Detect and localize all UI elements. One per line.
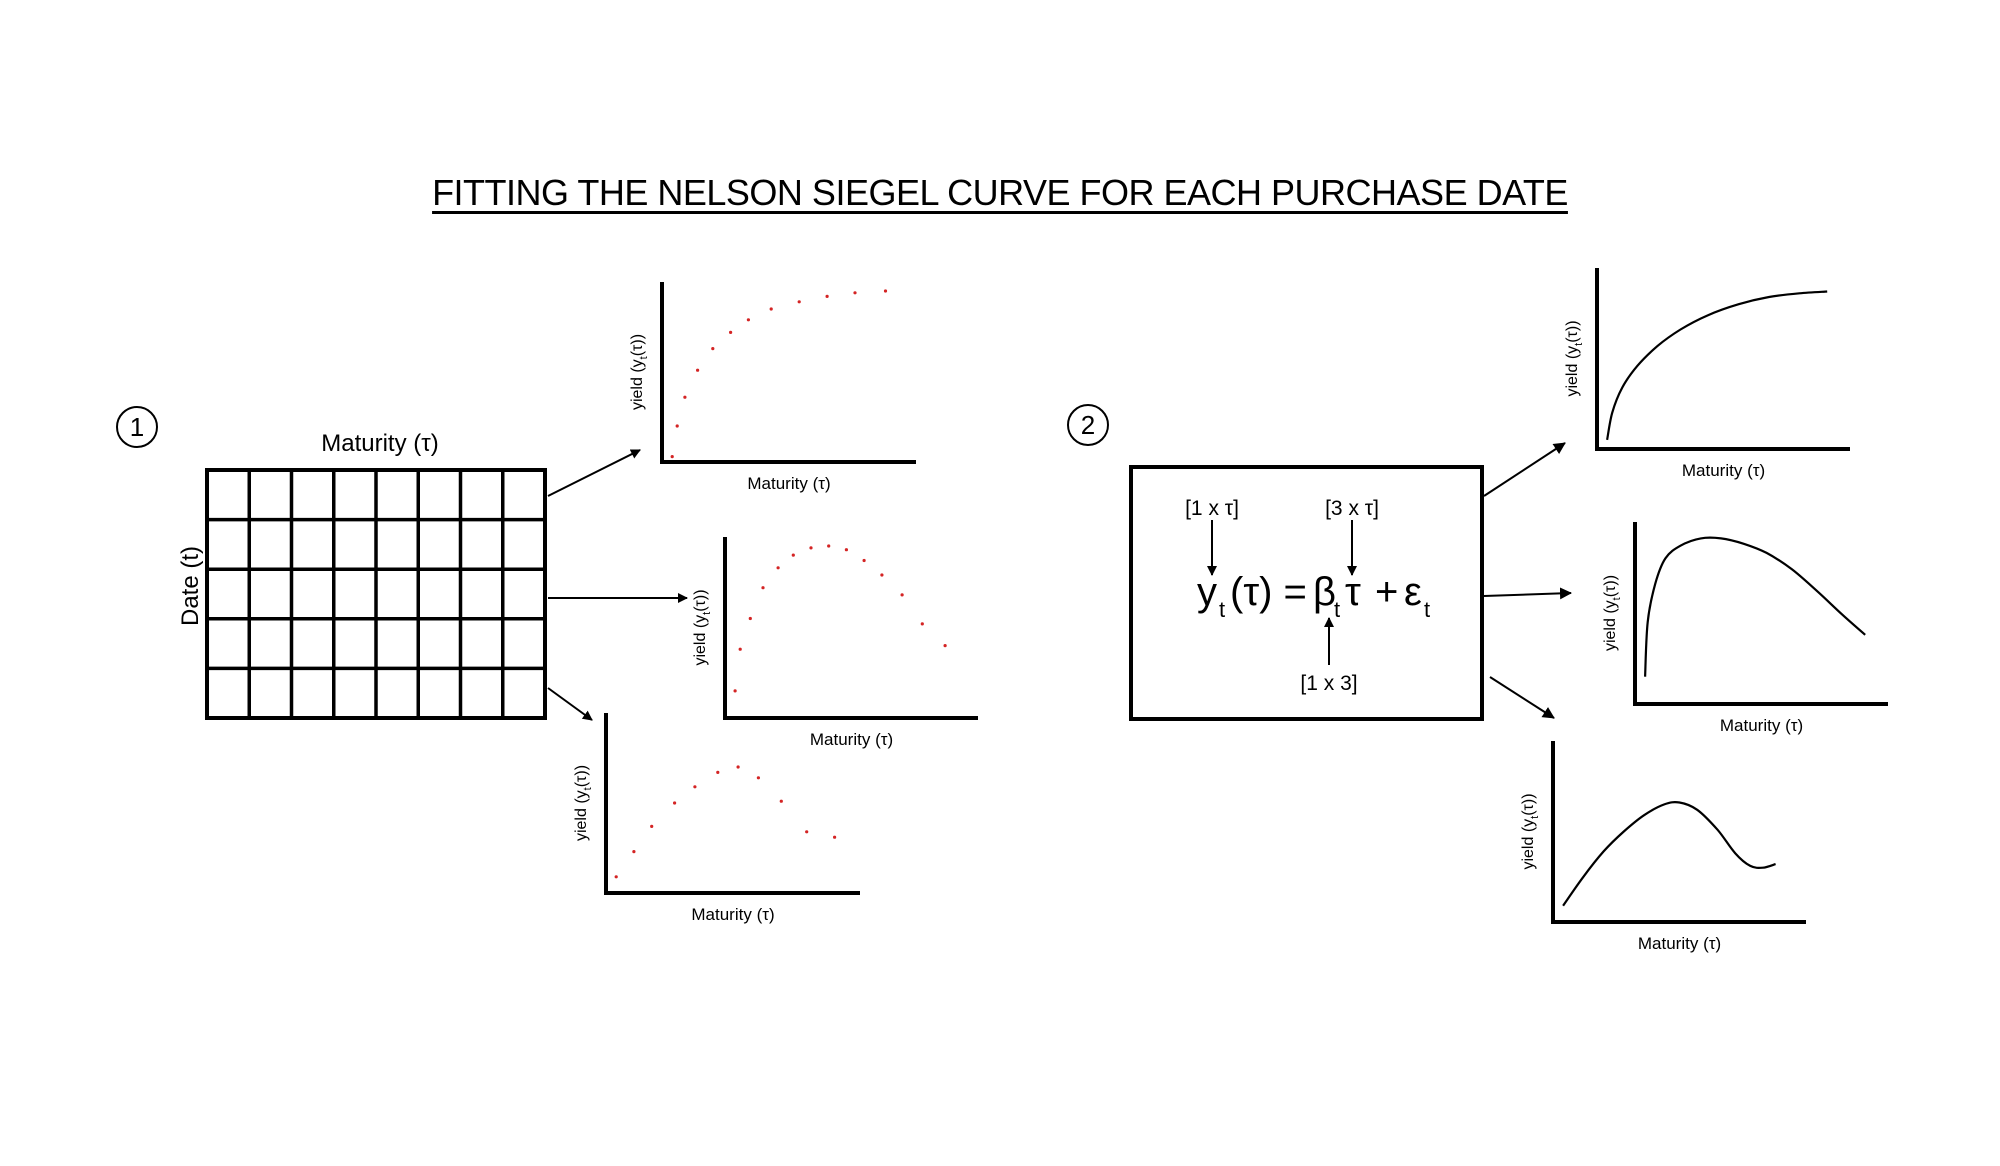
scatter-plot-2: Maturity (τ) yield (yt(τ)) <box>692 537 978 749</box>
data-point <box>920 622 924 626</box>
dim-label-x: [3 x τ] <box>1325 497 1379 520</box>
box-to-curve-2-arrow <box>1483 587 1572 600</box>
data-point <box>825 294 829 298</box>
plot-axes <box>723 537 978 720</box>
eq-beta: β <box>1313 570 1336 614</box>
data-point <box>711 347 715 351</box>
data-point <box>805 830 809 834</box>
data-point <box>696 368 700 372</box>
grid-to-plot-3-arrow <box>547 687 593 721</box>
data-point <box>776 566 780 570</box>
plot-x-label: Maturity (τ) <box>1638 934 1721 953</box>
eq-tau-equals: (τ) = <box>1230 570 1307 614</box>
plot-x-label: Maturity (τ) <box>810 730 893 749</box>
data-point <box>729 330 733 334</box>
data-point <box>716 770 720 775</box>
data-point <box>844 548 849 552</box>
plot-axes <box>604 713 860 895</box>
scatter-plot-3: Maturity (τ) yield (yt(τ)) <box>573 713 860 924</box>
data-point <box>733 689 737 693</box>
plot-y-label: yield (yt(τ)) <box>1520 793 1541 869</box>
eq-y: y <box>1197 570 1217 614</box>
step-2-number: 2 <box>1081 410 1095 440</box>
data-point <box>880 573 884 577</box>
fitted-curve-line <box>1606 290 1828 441</box>
data-point <box>943 644 947 648</box>
data-point <box>675 424 679 428</box>
data-point <box>883 289 888 293</box>
data-point <box>746 318 751 322</box>
plot-axes <box>1595 268 1850 451</box>
plot-x-label: Maturity (τ) <box>1720 716 1803 735</box>
plot-x-label: Maturity (τ) <box>747 474 830 493</box>
data-point <box>809 546 813 550</box>
fitted-curve-plot-1: Maturity (τ) yield (yt(τ)) <box>1564 268 1850 480</box>
fitted-curve-line <box>1644 536 1866 677</box>
dim-label-beta: [1 x 3] <box>1300 672 1357 695</box>
data-point <box>736 765 740 769</box>
data-point <box>779 799 783 803</box>
fitted-curve-line <box>1562 801 1776 907</box>
eq-epsilon: ε <box>1404 570 1422 614</box>
eq-y-subscript: t <box>1219 597 1225 622</box>
eq-tau: τ <box>1345 570 1361 614</box>
grid-row-label: Date (t) <box>177 546 204 626</box>
step-1-number: 1 <box>130 412 144 442</box>
box-to-curve-3-arrow <box>1489 676 1555 719</box>
eq-beta-subscript: t <box>1334 597 1340 622</box>
data-grid <box>205 468 547 720</box>
plot-axes <box>660 282 916 464</box>
data-point <box>748 616 752 621</box>
eq-epsilon-subscript: t <box>1424 597 1430 622</box>
grid-to-plot-1-arrow <box>547 449 641 497</box>
data-point <box>797 300 801 304</box>
plot-axes <box>1551 741 1806 924</box>
data-point <box>827 544 831 548</box>
data-point <box>769 307 773 311</box>
plot-y-label: yield (yt(τ)) <box>573 765 594 841</box>
grid-column-label: Maturity (τ) <box>321 430 438 457</box>
nelson-siegel-equation: y t (τ) = β t τ + ε t <box>1197 570 1430 622</box>
diagram-title: FITTING THE NELSON SIEGEL CURVE FOR EACH… <box>432 172 1568 213</box>
data-point <box>900 593 904 597</box>
data-point <box>761 586 765 590</box>
data-point <box>683 395 687 399</box>
step-1-marker: 1 <box>116 406 158 448</box>
plot-x-label: Maturity (τ) <box>691 905 774 924</box>
plot-y-label: yield (yt(τ)) <box>629 334 650 410</box>
plot-axes <box>1633 522 1888 706</box>
step-2-marker: 2 <box>1067 404 1109 446</box>
data-point <box>791 553 795 557</box>
data-point <box>756 776 761 780</box>
plot-y-label: yield (yt(τ)) <box>1602 575 1623 651</box>
box-to-curve-1-arrow <box>1483 442 1566 497</box>
scatter-plot-1: Maturity (τ) yield (yt(τ)) <box>629 282 916 493</box>
data-point <box>833 835 837 839</box>
data-point <box>673 801 677 805</box>
dim-label-y: [1 x τ] <box>1185 497 1239 520</box>
data-point <box>614 875 618 879</box>
plot-y-label: yield (yt(τ)) <box>692 589 713 665</box>
equation-box <box>1129 465 1484 721</box>
plot-y-label: yield (yt(τ)) <box>1564 320 1585 396</box>
data-point <box>632 850 636 854</box>
eq-plus: + <box>1375 570 1398 614</box>
fitted-curve-plot-2: Maturity (τ) yield (yt(τ)) <box>1602 522 1888 735</box>
data-point <box>693 785 697 789</box>
data-point <box>670 455 674 459</box>
data-point <box>853 291 857 295</box>
data-point <box>738 647 742 651</box>
plot-x-label: Maturity (τ) <box>1682 461 1765 480</box>
data-point <box>650 824 654 829</box>
data-point <box>862 558 866 563</box>
fitted-curve-plot-3: Maturity (τ) yield (yt(τ)) <box>1520 741 1806 953</box>
